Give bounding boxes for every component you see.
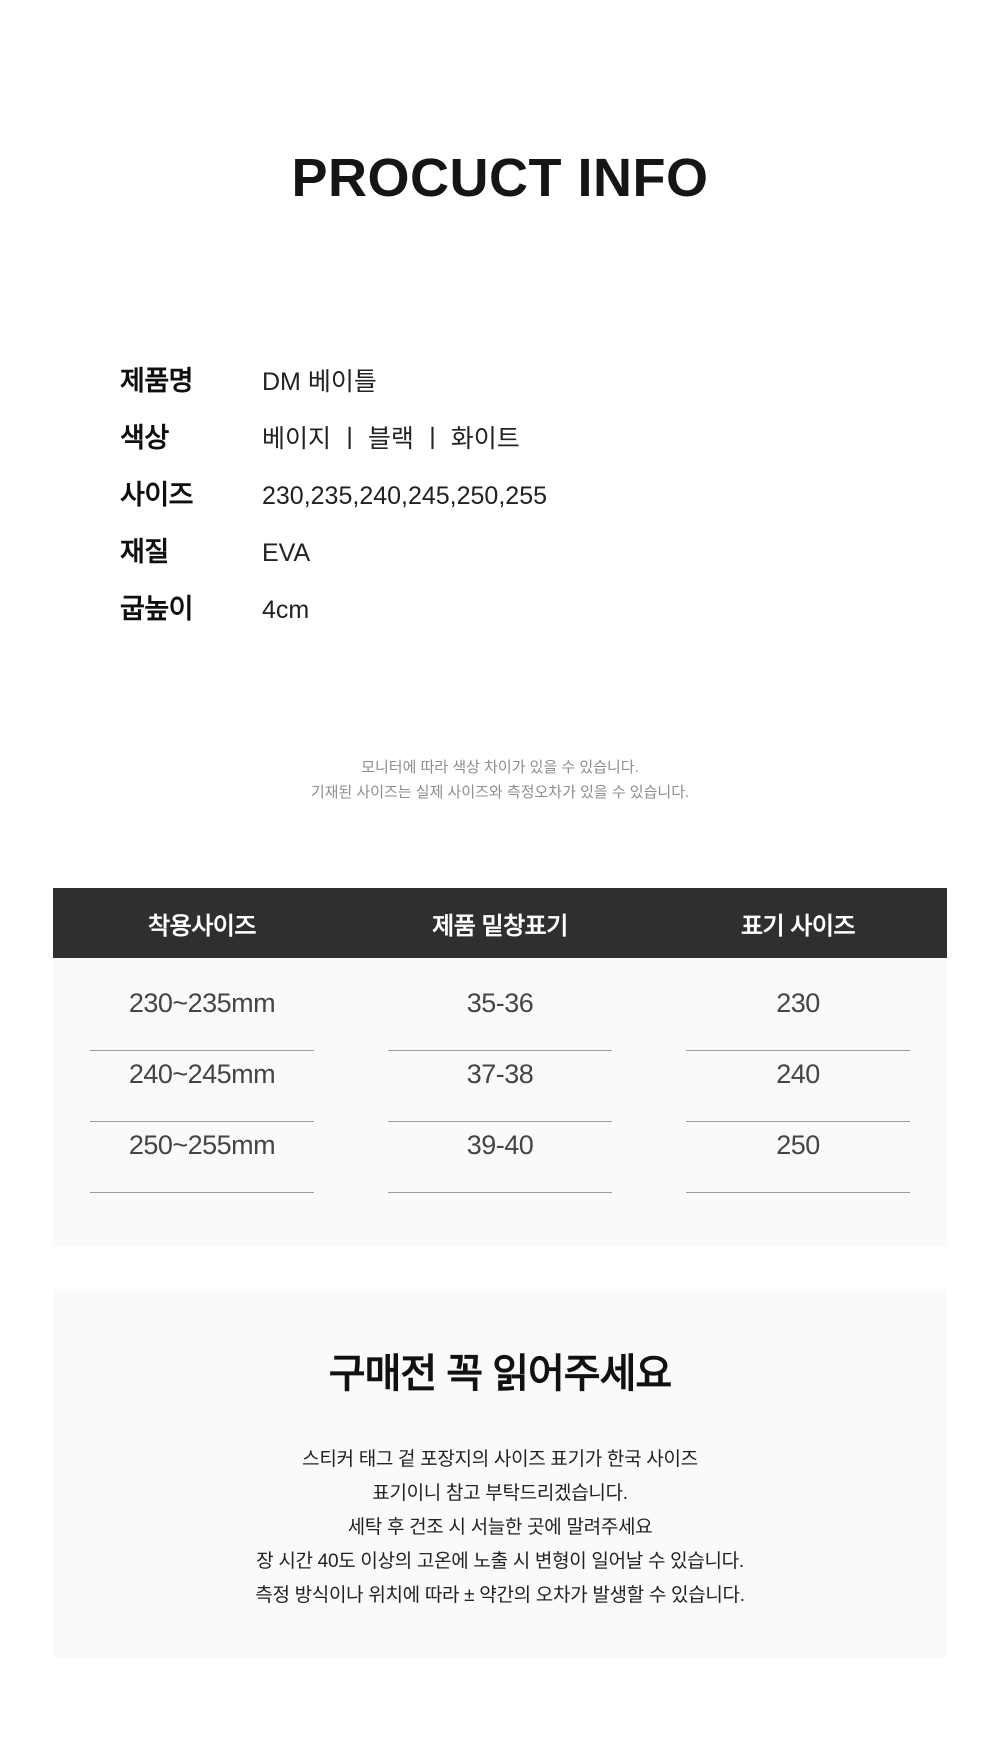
purchase-notice-panel: 구매전 꼭 읽어주세요 스티커 태그 겉 포장지의 사이즈 표기가 한국 사이즈… — [53, 1289, 947, 1658]
spec-label: 재질 — [120, 537, 169, 567]
spec-value: 베이지 ㅣ 블랙 ㅣ 화이트 — [262, 425, 520, 453]
table-cell: 240~245mm — [53, 1051, 351, 1122]
spec-value: DM 베이틀 — [262, 368, 377, 396]
spec-value: 230,235,240,245,250,255 — [262, 482, 547, 510]
disclaimer-line: 모니터에 따라 색상 차이가 있을 수 있습니다. — [361, 759, 639, 776]
disclaimer-line: 기재된 사이즈는 실제 사이즈와 측정오차가 있을 수 있습니다. — [310, 784, 690, 801]
table-cell: 240 — [649, 1051, 947, 1122]
notice-line: 측정 방식이나 위치에 따라 ± 약간의 오차가 발생할 수 있습니다. — [255, 1585, 745, 1606]
table-cell: 230~235mm — [53, 988, 351, 1051]
notice-line: 표기이니 참고 부탁드리겠습니다. — [372, 1483, 628, 1504]
table-header-wearing-size: 착용사이즈 — [148, 912, 256, 940]
cell-value: 39-40 — [388, 1122, 612, 1193]
spec-row-size: 사이즈 230,235,240,245,250,255 — [120, 480, 1000, 511]
table-header-outsole-marking: 제품 밑창표기 — [432, 912, 568, 940]
notice-line: 스티커 태그 겉 포장지의 사이즈 표기가 한국 사이즈 — [302, 1449, 698, 1470]
cell-value: 37-38 — [388, 1051, 612, 1122]
spec-value: 4cm — [262, 596, 310, 624]
size-conversion-table: 착용사이즈 제품 밑창표기 표기 사이즈 230~235mm 35-36 230… — [53, 888, 947, 1246]
cell-value: 250~255mm — [90, 1122, 314, 1193]
notice-line: 장 시간 40도 이상의 고온에 노출 시 변형이 일어날 수 있습니다. — [256, 1551, 744, 1572]
table-row: 250~255mm 39-40 250 — [53, 1122, 947, 1193]
spec-label: 색상 — [120, 423, 169, 453]
table-body: 230~235mm 35-36 230 240~245mm 37-38 240 … — [53, 958, 947, 1246]
table-row: 230~235mm 35-36 230 — [53, 988, 947, 1051]
cell-value: 230 — [686, 988, 910, 1051]
table-cell: 230 — [649, 988, 947, 1051]
spec-label: 굽높이 — [120, 594, 194, 624]
cell-value: 240~245mm — [90, 1051, 314, 1122]
table-cell: 35-36 — [351, 988, 649, 1051]
spec-row-heel-height: 굽높이 4cm — [120, 594, 1000, 625]
cell-value: 230~235mm — [90, 988, 314, 1051]
spec-label: 사이즈 — [120, 480, 194, 510]
table-cell: 250~255mm — [53, 1122, 351, 1193]
spec-row-product-name: 제품명 DM 베이틀 — [120, 366, 1000, 397]
table-row: 240~245mm 37-38 240 — [53, 1051, 947, 1122]
table-header-marked-size: 표기 사이즈 — [740, 912, 856, 940]
table-cell: 250 — [649, 1122, 947, 1193]
spec-row-material: 재질 EVA — [120, 537, 1000, 568]
cell-value: 240 — [686, 1051, 910, 1122]
cell-value: 35-36 — [388, 988, 612, 1051]
spec-value: EVA — [262, 539, 311, 567]
table-cell: 37-38 — [351, 1051, 649, 1122]
table-header-row: 착용사이즈 제품 밑창표기 표기 사이즈 — [53, 888, 947, 958]
spec-row-color: 색상 베이지 ㅣ 블랙 ㅣ 화이트 — [120, 423, 1000, 454]
notice-text: 스티커 태그 겉 포장지의 사이즈 표기가 한국 사이즈 표기이니 참고 부탁드… — [53, 1443, 947, 1613]
spec-label: 제품명 — [120, 366, 194, 396]
notice-line: 세탁 후 건조 시 서늘한 곳에 말려주세요 — [347, 1517, 653, 1538]
table-cell: 39-40 — [351, 1122, 649, 1193]
size-color-disclaimer: 모니터에 따라 색상 차이가 있을 수 있습니다. 기재된 사이즈는 실제 사이… — [0, 755, 1000, 805]
product-spec-list: 제품명 DM 베이틀 색상 베이지 ㅣ 블랙 ㅣ 화이트 사이즈 230,235… — [120, 366, 1000, 625]
page-title: PROCUCT INFO — [291, 148, 709, 208]
notice-title: 구매전 꼭 읽어주세요 — [328, 1352, 672, 1396]
cell-value: 250 — [686, 1122, 910, 1193]
